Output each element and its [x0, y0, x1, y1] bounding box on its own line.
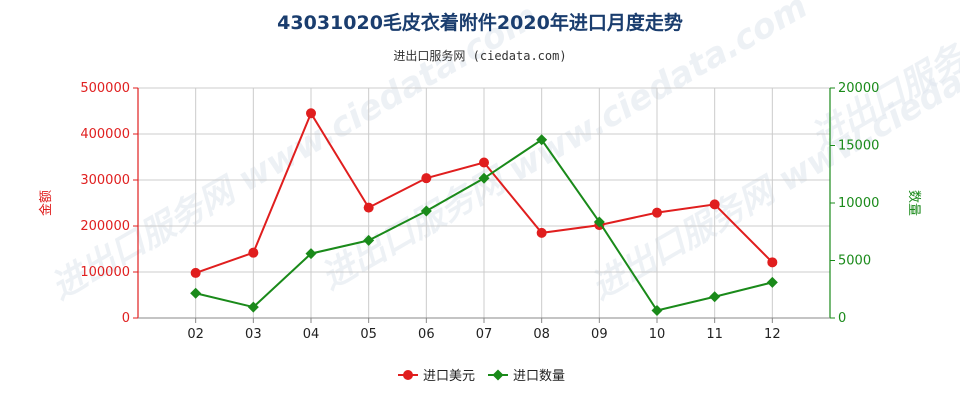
data-point-amount [709, 199, 720, 210]
series-layer [190, 108, 778, 317]
right-tick-label: 10000 [838, 196, 879, 211]
legend-item-amount[interactable]: 进口美元 [398, 369, 475, 384]
data-point-quantity [420, 205, 432, 217]
data-point-quantity [363, 234, 375, 246]
x-tick-label: 03 [245, 327, 262, 342]
x-tick-label: 04 [303, 327, 320, 342]
x-tick-label: 12 [764, 327, 781, 342]
x-tick-label: 10 [649, 327, 666, 342]
right-tick-label: 15000 [838, 139, 879, 154]
left-tick-label: 200000 [80, 219, 130, 234]
legend-marker [403, 370, 413, 380]
left-tick-label: 500000 [80, 81, 130, 96]
data-point-amount [306, 108, 316, 119]
left-tick-label: 0 [122, 311, 130, 326]
data-point-quantity [190, 287, 202, 299]
data-point-quantity [766, 276, 778, 288]
data-point-quantity [593, 216, 605, 228]
legend[interactable]: 进口美元 进口数量 [398, 369, 565, 384]
data-point-amount [248, 247, 259, 258]
x-axis-ticks: 02 03 04 05 06 07 08 09 10 11 12 [187, 318, 781, 342]
data-point-quantity [709, 291, 721, 303]
data-point-quantity [651, 305, 663, 317]
x-tick-label: 08 [533, 327, 550, 342]
left-tick-label: 100000 [80, 265, 130, 280]
right-tick-label: 5000 [838, 254, 871, 269]
x-tick-label: 05 [360, 327, 377, 342]
data-point-amount [363, 202, 374, 213]
data-point-quantity [305, 248, 317, 260]
legend-label: 进口数量 [513, 369, 565, 384]
legend-item-quantity[interactable]: 进口数量 [488, 369, 565, 384]
x-tick-label: 09 [591, 327, 608, 342]
chart-subtitle: 进出口服务网 (ciedata.com) [393, 48, 566, 63]
legend-marker [492, 369, 504, 381]
left-axis-ticks: 0 100000 200000 300000 400000 500000 [80, 81, 138, 326]
right-axis-ticks: 0 5000 10000 15000 20000 [830, 81, 879, 326]
left-axis-title: 金额 [38, 190, 54, 216]
right-tick-label: 20000 [838, 81, 879, 96]
data-point-quantity [536, 134, 548, 146]
data-point-amount [767, 257, 778, 268]
legend-label: 进口美元 [423, 369, 475, 384]
data-point-quantity [478, 172, 490, 184]
data-point-amount [479, 157, 489, 168]
chart-title: 43031020毛皮衣着附件2020年进口月度走势 [277, 11, 683, 34]
data-point-quantity [247, 301, 259, 313]
watermark-text: 进出口服务网 www.ciedata.com [315, 0, 815, 298]
left-tick-label: 300000 [80, 173, 130, 188]
left-tick-label: 400000 [80, 127, 130, 142]
x-tick-label: 11 [706, 327, 723, 342]
data-point-amount [421, 173, 432, 184]
x-tick-label: 06 [418, 327, 435, 342]
data-point-amount [652, 207, 662, 218]
x-tick-label: 07 [476, 327, 493, 342]
right-axis-title: 数量 [906, 190, 921, 216]
x-tick-label: 02 [187, 327, 204, 342]
data-point-amount [536, 227, 547, 238]
series-amount [190, 108, 778, 278]
series-quantity [190, 134, 778, 317]
right-tick-label: 0 [838, 311, 846, 326]
data-point-amount [190, 267, 201, 278]
